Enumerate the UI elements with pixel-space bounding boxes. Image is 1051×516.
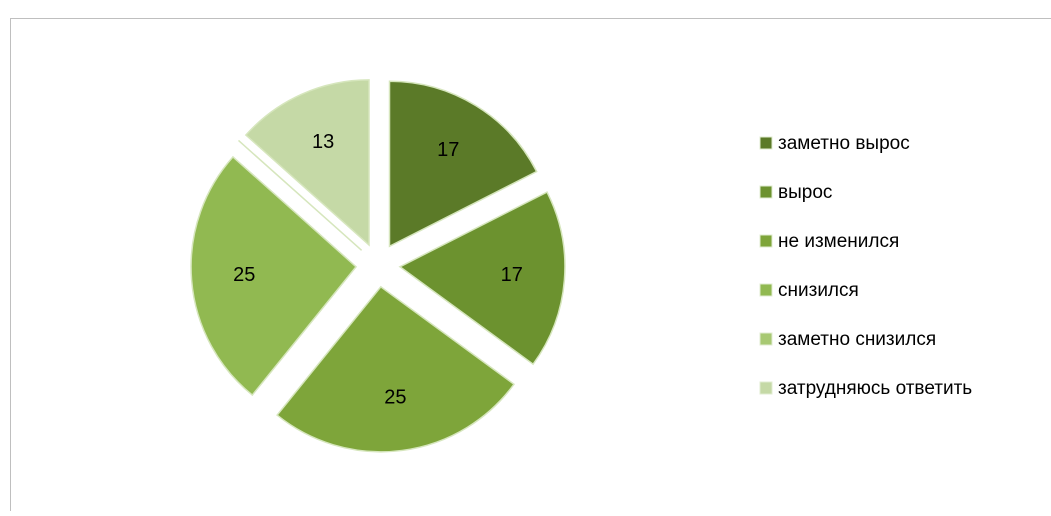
legend-swatch (759, 381, 773, 395)
pie-slice (190, 155, 358, 397)
legend-swatch (759, 332, 773, 346)
pie-slice (398, 191, 566, 366)
data-label: 17 (437, 139, 459, 161)
legend-label: затрудняюсь ответить (778, 378, 972, 399)
data-label: 25 (233, 264, 255, 286)
data-label: 13 (312, 131, 334, 153)
data-label: 25 (384, 386, 406, 408)
legend-swatch (759, 234, 773, 248)
data-label: 17 (501, 264, 523, 286)
pie-slice (244, 79, 370, 247)
pie-slice (276, 285, 516, 453)
legend-swatch (759, 283, 773, 297)
pie-slice (388, 80, 538, 248)
legend-label: снизился (778, 280, 859, 301)
legend-swatch (759, 185, 773, 199)
legend-label: вырос (778, 182, 832, 203)
legend-swatch (759, 136, 773, 150)
legend-label: заметно снизился (778, 329, 936, 350)
legend-label: заметно вырос (778, 133, 910, 154)
legend-label: не изменился (778, 231, 899, 252)
pie-slice (237, 139, 363, 251)
